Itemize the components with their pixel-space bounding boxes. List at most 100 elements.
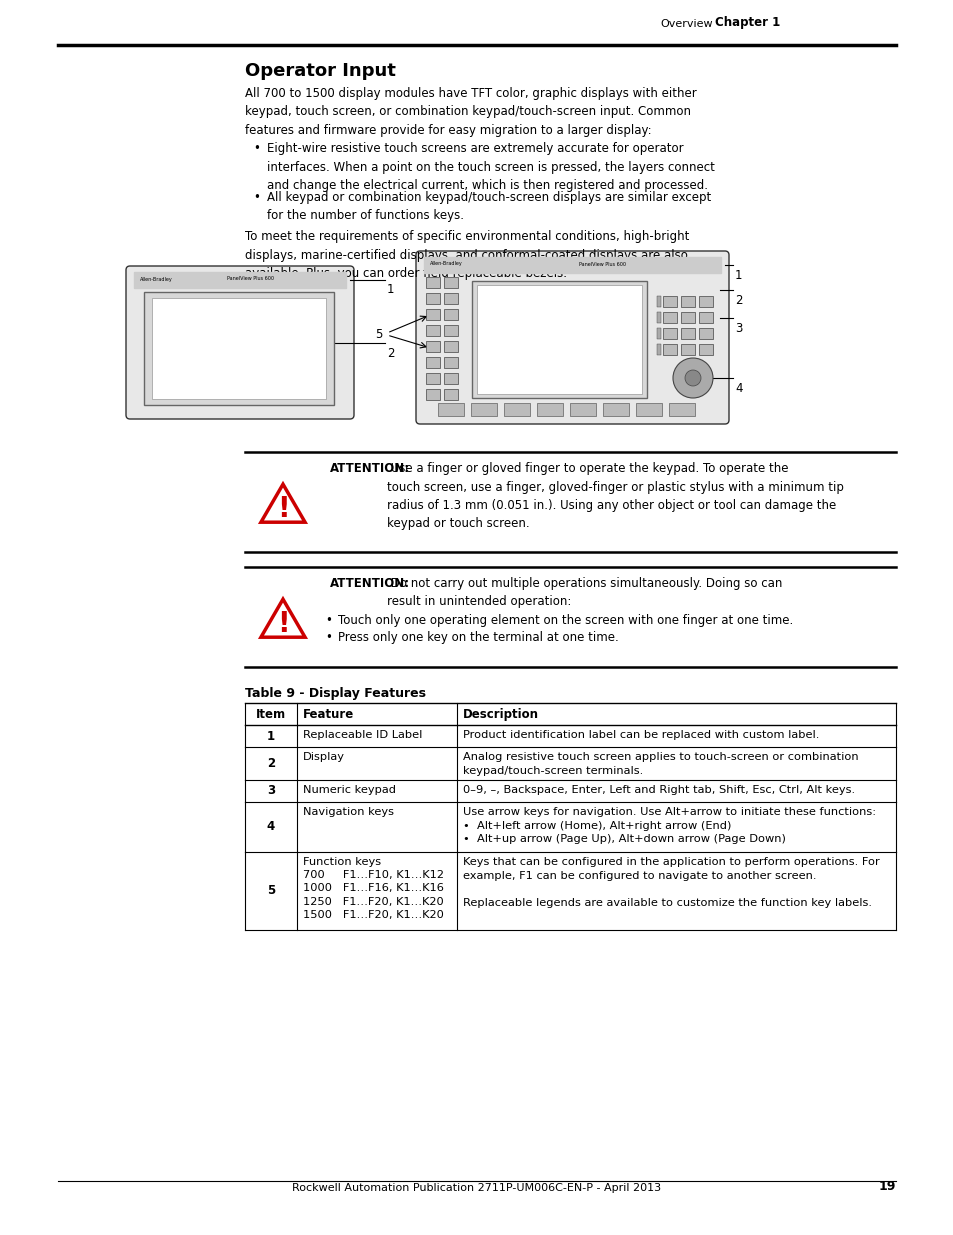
Text: All 700 to 1500 display modules have TFT color, graphic displays with either
key: All 700 to 1500 display modules have TFT… [245,86,696,137]
Text: 1: 1 [387,283,395,296]
Bar [569,403,596,416]
Text: 4: 4 [734,382,741,395]
Bar [443,277,457,288]
Text: All keypad or combination keypad/touch-screen displays are similar except
for th: All keypad or combination keypad/touch-s… [267,191,711,222]
Text: •: • [325,631,332,643]
Polygon shape [261,599,305,637]
Bar [657,312,660,324]
Bar [662,329,677,338]
Text: Do not carry out multiple operations simultaneously. Doing so can
result in unin: Do not carry out multiple operations sim… [387,577,781,609]
Text: 2: 2 [387,347,395,359]
Text: 2: 2 [267,757,274,769]
Text: Eight-wire resistive touch screens are extremely accurate for operator
interface: Eight-wire resistive touch screens are e… [267,142,714,191]
Bar [471,403,497,416]
Bar [537,403,562,416]
Bar [476,285,641,394]
Bar [657,296,660,308]
Bar [662,345,677,354]
Text: 2: 2 [734,294,741,308]
Bar [133,272,346,288]
Bar [668,403,695,416]
Circle shape [672,358,712,398]
Text: Item: Item [255,708,286,720]
Text: Analog resistive touch screen applies to touch-screen or combination
keypad/touc: Analog resistive touch screen applies to… [462,752,858,776]
Bar [662,312,677,324]
Text: •: • [325,614,332,627]
Text: Feature: Feature [303,708,354,721]
Bar [636,403,661,416]
Bar [423,257,720,273]
Text: 1: 1 [734,269,741,282]
Bar [680,312,695,324]
Bar [602,403,628,416]
Text: Use a finger or gloved finger to operate the keypad. To operate the
touch screen: Use a finger or gloved finger to operate… [387,462,843,531]
Text: To meet the requirements of specific environmental conditions, high-bright
displ: To meet the requirements of specific env… [245,230,689,280]
Bar [443,357,457,368]
Bar [699,312,712,324]
Text: 3: 3 [267,784,274,798]
Text: Operator Input: Operator Input [245,62,395,80]
Bar [443,325,457,336]
Text: Navigation keys: Navigation keys [303,806,394,818]
Text: 3: 3 [734,322,741,335]
Text: •: • [253,142,259,156]
Polygon shape [261,484,305,522]
Bar [443,309,457,320]
Bar [426,309,439,320]
Text: Description: Description [462,708,538,721]
Text: PanelView Plus 600: PanelView Plus 600 [578,262,626,267]
Text: Display: Display [303,752,345,762]
FancyBboxPatch shape [126,266,354,419]
Bar [443,389,457,400]
FancyBboxPatch shape [416,251,728,424]
Bar [426,341,439,352]
Text: Replaceable ID Label: Replaceable ID Label [303,730,422,740]
Bar [144,291,334,405]
Bar [152,298,326,399]
Bar [699,296,712,308]
Bar [472,282,646,398]
Text: Press only one key on the terminal at one time.: Press only one key on the terminal at on… [337,631,618,643]
Bar [426,325,439,336]
Text: !: ! [276,610,289,638]
Text: Product identification label can be replaced with custom label.: Product identification label can be repl… [462,730,819,740]
Bar [426,277,439,288]
Text: ATTENTION:: ATTENTION: [330,462,410,475]
Text: Chapter 1: Chapter 1 [714,16,780,28]
Bar [699,345,712,354]
Bar [443,373,457,384]
Bar [662,296,677,308]
Text: !: ! [276,495,289,522]
Text: 0–9, –, Backspace, Enter, Left and Right tab, Shift, Esc, Ctrl, Alt keys.: 0–9, –, Backspace, Enter, Left and Right… [462,785,854,795]
Bar [426,357,439,368]
Bar [699,329,712,338]
Bar [437,403,463,416]
Bar [426,293,439,304]
Text: Rockwell Automation Publication 2711P-UM006C-EN-P - April 2013: Rockwell Automation Publication 2711P-UM… [293,1183,660,1193]
Text: Touch only one operating element on the screen with one finger at one time.: Touch only one operating element on the … [337,614,792,627]
Bar [657,329,660,338]
Text: 19: 19 [878,1179,895,1193]
Circle shape [684,370,700,387]
Text: 4: 4 [267,820,274,834]
Text: 5: 5 [375,329,382,342]
Text: ATTENTION:: ATTENTION: [330,577,410,590]
Text: Numeric keypad: Numeric keypad [303,785,395,795]
Text: 1: 1 [267,730,274,742]
Text: Allen-Bradley: Allen-Bradley [430,262,462,267]
Bar [443,293,457,304]
Text: 5: 5 [267,884,274,898]
Text: Function keys
700     F1…F10, K1…K12
1000   F1…F16, K1…K16
1250   F1…F20, K1…K20: Function keys 700 F1…F10, K1…K12 1000 F1… [303,857,443,920]
Bar [657,345,660,354]
Bar [426,373,439,384]
Text: •: • [253,191,259,204]
Bar [680,345,695,354]
Bar [443,341,457,352]
Bar [680,296,695,308]
Text: Keys that can be configured in the application to perform operations. For
exampl: Keys that can be configured in the appli… [462,857,879,908]
Text: Use arrow keys for navigation. Use Alt+arrow to initiate these functions:
•  Alt: Use arrow keys for navigation. Use Alt+a… [462,806,875,845]
Text: PanelView Plus 600: PanelView Plus 600 [227,277,274,282]
Bar [426,389,439,400]
Text: Overview: Overview [659,19,712,28]
Bar [680,329,695,338]
